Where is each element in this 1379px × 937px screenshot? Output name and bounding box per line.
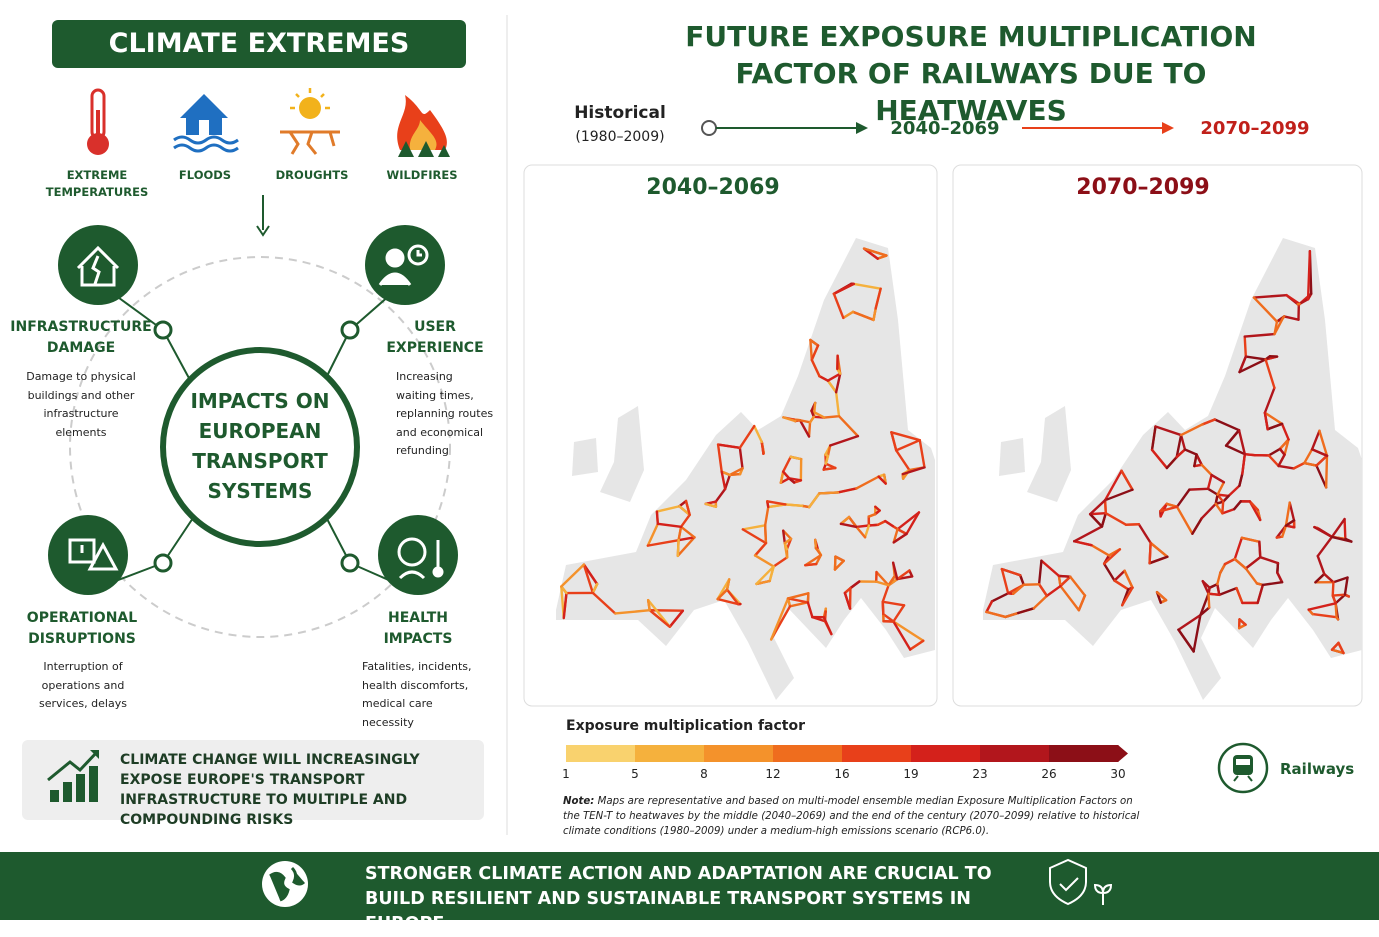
colorbar-segment bbox=[566, 745, 636, 762]
colorbar-segment bbox=[980, 745, 1050, 762]
legend-tick: 12 bbox=[758, 767, 788, 781]
rail-line bbox=[1259, 542, 1260, 557]
rail-line bbox=[815, 540, 816, 548]
hazard-label: DROUGHTS bbox=[257, 167, 367, 184]
hazard-label: FLOODS bbox=[150, 167, 260, 184]
rail-line bbox=[856, 525, 869, 526]
legend-tick: 8 bbox=[689, 767, 719, 781]
rail-line bbox=[783, 531, 785, 543]
map-title: 2070–2099 bbox=[953, 175, 1333, 200]
rail-line bbox=[1222, 502, 1223, 514]
impact-title: USER EXPERIENCE bbox=[380, 317, 490, 359]
right-title: FUTURE EXPOSURE MULTIPLICATION FACTOR OF… bbox=[640, 18, 1302, 129]
drought-icon bbox=[280, 88, 340, 154]
impact-text: Fatalities, incidents, health discomfort… bbox=[362, 658, 482, 732]
timeline-historical-years: (1980–2009) bbox=[560, 129, 680, 145]
impact-text: Damage to physical buildings and other i… bbox=[22, 368, 140, 442]
note-text: Maps are representative and based on mul… bbox=[563, 796, 1139, 837]
legend-tick: 1 bbox=[551, 767, 581, 781]
colorbar-segment bbox=[704, 745, 774, 762]
impact-text: Increasing waiting times, replanning rou… bbox=[396, 368, 496, 461]
colorbar-segment bbox=[773, 745, 843, 762]
rail-line bbox=[810, 340, 811, 360]
rail-line bbox=[1245, 337, 1246, 357]
colorbar-segment bbox=[842, 745, 912, 762]
timeline-historical: Historical bbox=[560, 103, 680, 123]
rail-line bbox=[765, 525, 766, 543]
colorbar-segment bbox=[911, 745, 981, 762]
rail-line bbox=[824, 468, 836, 470]
rail-line bbox=[1150, 543, 1151, 563]
callout-text: CLIMATE CHANGE WILL INCREASINGLY EXPOSE … bbox=[120, 750, 480, 830]
rail-line bbox=[1105, 500, 1106, 513]
flood-icon bbox=[174, 94, 238, 151]
impact-title: INFRASTRUCTURE DAMAGE bbox=[10, 317, 152, 359]
timeline-end: 2070–2099 bbox=[1190, 118, 1320, 139]
rail-line bbox=[785, 504, 802, 505]
rail-line bbox=[657, 512, 658, 524]
legend-tick: 26 bbox=[1034, 767, 1064, 781]
rail-line bbox=[1059, 576, 1061, 586]
rail-line bbox=[824, 416, 839, 417]
legend-tick: 19 bbox=[896, 767, 926, 781]
map bbox=[955, 220, 1362, 700]
colorbar-segment bbox=[635, 745, 705, 762]
impact-title: OPERATIONAL DISRUPTIONS bbox=[8, 608, 156, 650]
wildfire-icon bbox=[397, 95, 450, 157]
legend-tick: 16 bbox=[827, 767, 857, 781]
land bbox=[999, 438, 1025, 476]
railways-label: Railways bbox=[1280, 760, 1354, 778]
hazard-label: WILDFIRES bbox=[367, 167, 477, 184]
note: Note: Maps are representative and based … bbox=[563, 794, 1143, 839]
rail-line bbox=[1208, 594, 1209, 608]
rail-line bbox=[762, 442, 764, 454]
rail-line bbox=[883, 602, 884, 614]
note-label: Note: bbox=[563, 796, 594, 807]
rail-line bbox=[1345, 519, 1346, 539]
impact-text: Interruption of operations and services,… bbox=[30, 658, 136, 714]
center-label: IMPACTS ON EUROPEAN TRANSPORT SYSTEMS bbox=[180, 386, 340, 506]
rail-line bbox=[648, 600, 650, 610]
rail-line bbox=[869, 525, 878, 526]
timeline-mid: 2040–2069 bbox=[880, 118, 1010, 139]
left-title: CLIMATE EXTREMES bbox=[52, 20, 466, 68]
colorbar-arrow bbox=[1118, 745, 1128, 762]
impact-title: HEALTH IMPACTS bbox=[368, 608, 468, 650]
rail-line bbox=[678, 540, 679, 556]
legend-tick: 30 bbox=[1103, 767, 1133, 781]
rail-line bbox=[819, 492, 838, 493]
rail-line bbox=[1333, 595, 1345, 596]
map bbox=[528, 220, 935, 700]
rail-line bbox=[1333, 582, 1334, 595]
rail-line bbox=[1326, 456, 1327, 488]
colorbar-segment bbox=[1049, 745, 1119, 762]
rail-line bbox=[1059, 576, 1070, 577]
land bbox=[572, 438, 598, 476]
rail-line bbox=[805, 564, 816, 565]
rail-line bbox=[1277, 563, 1278, 573]
rail-line bbox=[1208, 594, 1219, 595]
rail-line bbox=[1189, 489, 1208, 490]
thermometer-icon bbox=[87, 90, 109, 155]
hazard-label: EXTREME TEMPERATURES bbox=[42, 167, 152, 201]
footer-text: STRONGER CLIMATE ACTION AND ADAPTATION A… bbox=[365, 862, 1045, 937]
map-title: 2040–2069 bbox=[524, 175, 902, 200]
legend-title: Exposure multiplication factor bbox=[566, 718, 805, 734]
rail-line bbox=[1245, 454, 1255, 455]
legend-tick: 5 bbox=[620, 767, 650, 781]
rail-line bbox=[835, 557, 836, 570]
rail-line bbox=[1336, 603, 1337, 617]
colorbar bbox=[566, 745, 1128, 762]
legend-tick: 23 bbox=[965, 767, 995, 781]
